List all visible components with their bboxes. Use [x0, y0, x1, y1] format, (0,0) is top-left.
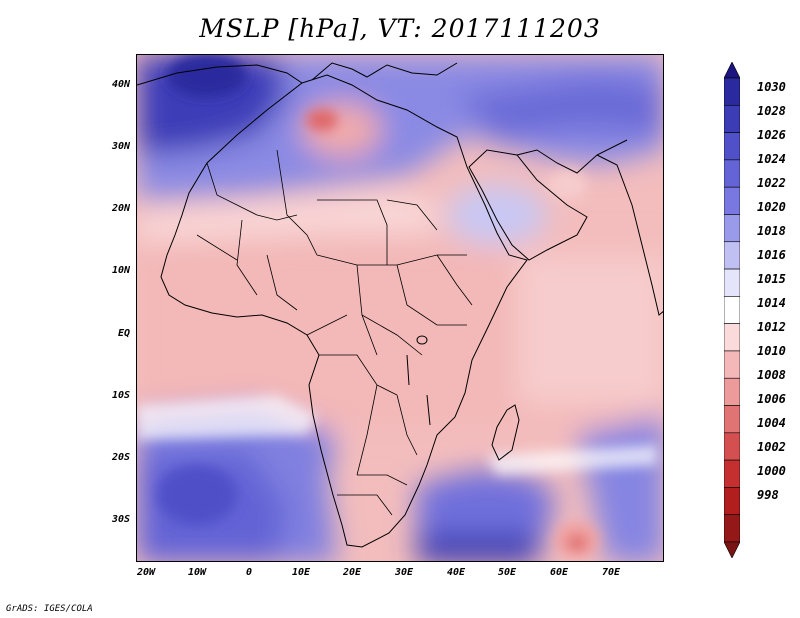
lat-label-10n: 10N: [111, 265, 130, 276]
colorbar-tick: 1018: [757, 224, 786, 238]
lat-label-40n: 40N: [111, 79, 130, 90]
lake-victoria: [416, 335, 428, 345]
colorbar-swatch: [724, 241, 740, 270]
grads-credit: GrADS: IGES/COLA: [6, 604, 93, 614]
colorbar-swatch: [724, 132, 740, 161]
colorbar-tick: 1030: [757, 80, 786, 94]
lat-label-20s: 20S: [111, 452, 130, 463]
lon-label-0: 0: [245, 567, 253, 578]
colorbar-swatch: [724, 186, 740, 215]
lon-label-40e: 40E: [446, 567, 466, 578]
colorbar-swatch: [724, 296, 740, 324]
colorbar-tick: 1004: [757, 416, 786, 430]
colorbar-swatch: [724, 514, 740, 543]
lake-tanganyika: [406, 354, 410, 386]
colorbar-swatch: [724, 214, 740, 243]
chart-title: MSLP [hPa], VT: 2017111203: [199, 14, 601, 43]
lon-label-20e: 20E: [342, 567, 362, 578]
country-borders: [196, 149, 473, 516]
lat-label-30s: 30S: [111, 514, 130, 525]
colorbar-tick: 1028: [757, 104, 786, 118]
colorbar-tick: 1002: [757, 440, 786, 454]
colorbar-tick: 998: [757, 488, 779, 502]
colorbar-swatch: [724, 350, 740, 379]
lat-label-20n: 20N: [111, 203, 130, 214]
colorbar-swatch: [724, 432, 740, 461]
colorbar-swatch: [724, 323, 740, 352]
colorbar-swatch: [724, 405, 740, 434]
colorbar-tick: 1016: [757, 248, 786, 262]
colorbar-tick: 1026: [757, 128, 786, 142]
colorbar-swatch: [724, 377, 740, 406]
map-panel: [136, 54, 664, 562]
lon-label-50e: 50E: [497, 567, 517, 578]
colorbar-top-arrow: [724, 62, 740, 79]
lon-label-10e: 10E: [291, 567, 311, 578]
india-outline: [596, 154, 663, 316]
colorbar-tick: 1022: [757, 176, 786, 190]
lat-label-30n: 30N: [111, 141, 130, 152]
lat-label-10s: 10S: [111, 390, 130, 401]
colorbar-tick: 1012: [757, 320, 786, 334]
lon-label-60e: 60E: [549, 567, 569, 578]
pressure-colorbar: [724, 62, 740, 558]
colorbar-tick: 1006: [757, 392, 786, 406]
lon-label-10w: 10W: [187, 567, 207, 578]
colorbar-tick: 1008: [757, 368, 786, 382]
lon-label-70e: 70E: [601, 567, 621, 578]
iran-coastline: [516, 139, 628, 174]
lat-label-eq: EQ: [117, 328, 130, 339]
colorbar-swatch: [724, 459, 740, 488]
colorbar-tick: 1024: [757, 152, 786, 166]
colorbar-swatch: [724, 104, 740, 133]
colorbar-bottom-arrow: [724, 541, 740, 558]
colorbar-swatch: [724, 77, 740, 106]
colorbar-tick: 1020: [757, 200, 786, 214]
colorbar-swatch: [724, 487, 740, 516]
africa-coastline: [160, 74, 528, 548]
pressure-field: [137, 55, 663, 561]
colorbar-tick: 1015: [757, 272, 786, 286]
madagascar-outline: [491, 404, 520, 461]
colorbar-tick: 1010: [757, 344, 786, 358]
colorbar-tick: 1014: [757, 296, 786, 310]
lon-label-20w: 20W: [136, 567, 156, 578]
lake-malawi: [426, 394, 431, 426]
colorbar-swatch: [724, 268, 740, 297]
lon-label-30e: 30E: [394, 567, 414, 578]
coastlines-and-borders: [137, 62, 663, 548]
colorbar-tick: 1000: [757, 464, 786, 478]
colorbar-swatch: [724, 159, 740, 188]
europe-coastline: [137, 62, 458, 86]
